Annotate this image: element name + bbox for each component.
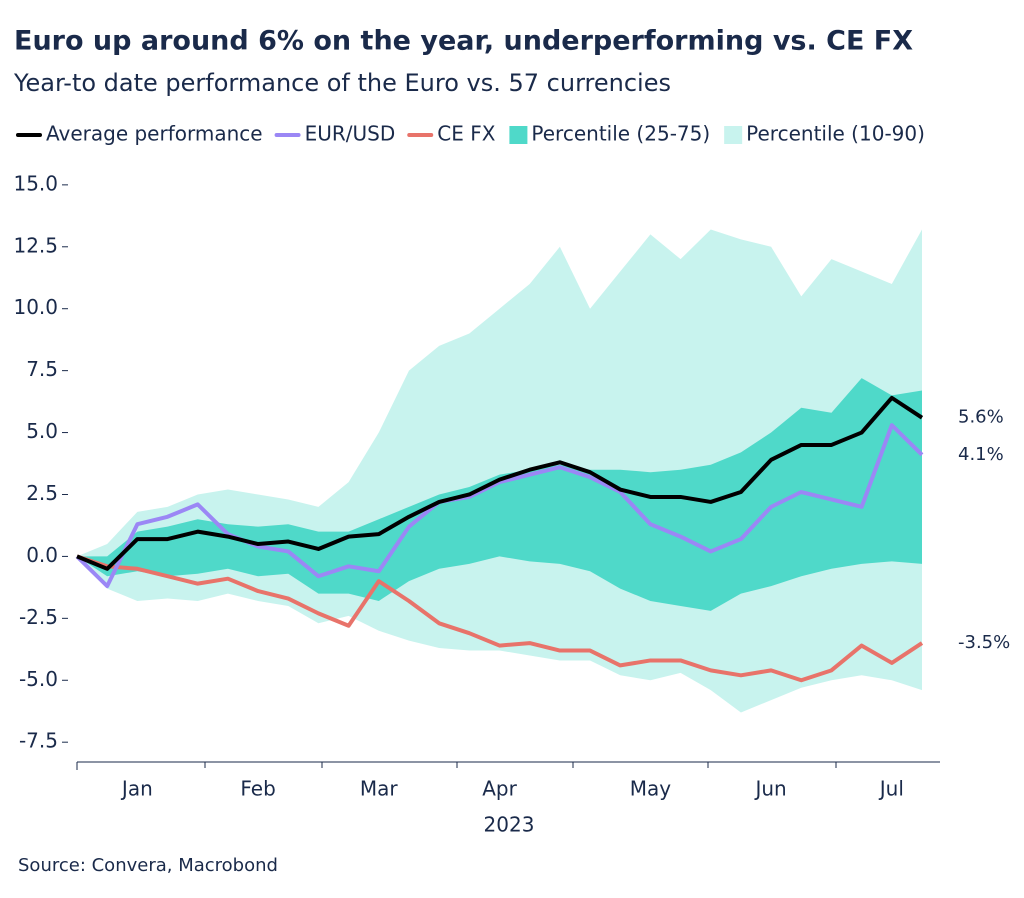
y-tick-label: 2.5	[26, 481, 58, 505]
legend-swatch	[724, 126, 743, 144]
x-tick-label: Jul	[878, 777, 904, 801]
legend-label: CE FX	[437, 122, 495, 146]
y-tick-label: 12.5	[13, 233, 58, 257]
x-month-ticks	[76, 762, 837, 770]
plot-area	[75, 229, 924, 713]
end-label: -3.5%	[958, 632, 1010, 653]
chart-subtitle: Year-to date performance of the Euro vs.…	[13, 69, 671, 97]
y-tick-label: 7.5	[26, 357, 58, 381]
legend-label: EUR/USD	[305, 122, 396, 146]
x-tick-label: Apr	[482, 777, 517, 801]
x-tick-label: May	[630, 777, 672, 801]
x-axis-title: 2023	[484, 813, 535, 837]
x-tick-label: Mar	[360, 777, 399, 801]
series-line	[76, 395, 924, 571]
y-tick-label: 5.0	[26, 419, 58, 443]
x-tick-label: Jan	[120, 777, 153, 801]
legend-swatch	[509, 126, 528, 144]
end-label: 4.1%	[958, 444, 1004, 465]
legend-label: Percentile (25-75)	[531, 122, 710, 146]
y-tick-label: -2.5	[19, 605, 58, 629]
chart-title: Euro up around 6% on the year, underperf…	[14, 26, 913, 57]
y-tick-label: -5.0	[19, 667, 58, 691]
end-label: 5.6%	[958, 407, 1004, 428]
y-tick-label: 0.0	[26, 543, 58, 567]
series-line	[76, 554, 924, 683]
x-tick-label: Jun	[753, 777, 786, 801]
y-tick-label: -7.5	[19, 729, 58, 753]
x-tick-label: Feb	[240, 777, 275, 801]
y-tick-label: 10.0	[13, 295, 58, 319]
y-tick-label: 15.0	[13, 171, 58, 195]
source: Source: Convera, Macrobond	[18, 855, 278, 876]
legend-label: Percentile (10-90)	[746, 122, 925, 146]
legend-label: Average performance	[46, 122, 263, 146]
series-line	[75, 423, 924, 589]
legend: Average performance EUR/USD CE FX Percentil…	[16, 122, 925, 146]
